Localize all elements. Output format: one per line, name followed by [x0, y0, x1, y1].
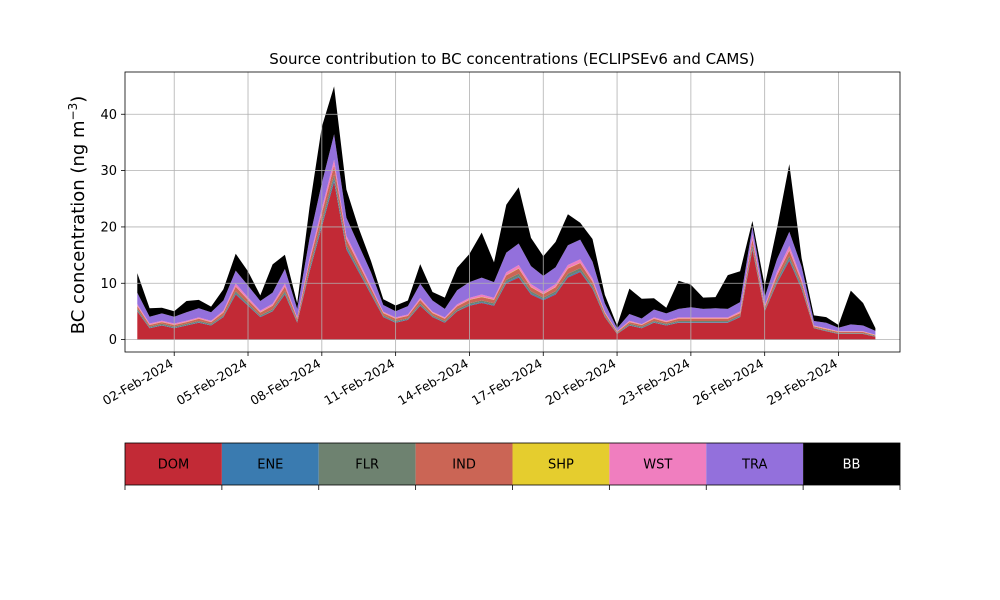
- y-axis-label-exponent: −3: [66, 103, 80, 121]
- legend-label-ene: ENE: [257, 458, 283, 473]
- y-tick-label: 20: [100, 220, 117, 235]
- y-tick-label: 30: [100, 164, 117, 179]
- legend-swatch-flr: [318, 443, 416, 485]
- legend-swatch-ind: [415, 443, 513, 485]
- x-tick-label: 08-Feb-2024: [248, 356, 324, 408]
- legend-label-tra: TRA: [741, 458, 767, 473]
- x-tick-label: 29-Feb-2024: [764, 356, 840, 408]
- x-tick-label: 17-Feb-2024: [469, 356, 545, 408]
- legend-label-bb: BB: [843, 458, 861, 473]
- legend-swatch-tra: [706, 443, 804, 485]
- legend-label-shp: SHP: [548, 458, 574, 473]
- legend: DOM ENE FLR IND SHP WST TRA BB: [124, 442, 901, 490]
- y-tick-label: 40: [100, 108, 117, 123]
- y-axis-label: BC concentration (ng m−3): [66, 96, 89, 335]
- plot-area: 02-Feb-202405-Feb-202408-Feb-202411-Feb-…: [100, 71, 901, 408]
- legend-swatch-bb: [803, 443, 900, 485]
- y-tick-label: 10: [100, 277, 117, 292]
- legend-label-wst: WST: [643, 458, 672, 473]
- legend-swatch-ene: [221, 443, 319, 485]
- legend-swatch-dom: [125, 443, 222, 485]
- x-tick-label: 23-Feb-2024: [617, 356, 693, 408]
- x-tick-label: 05-Feb-2024: [174, 356, 250, 408]
- x-tick-label: 26-Feb-2024: [690, 356, 766, 408]
- legend-label-ind: IND: [452, 458, 476, 473]
- x-tick-label: 11-Feb-2024: [321, 356, 397, 408]
- x-tick-label: 20-Feb-2024: [543, 356, 619, 408]
- y-tick-label: 0: [109, 333, 117, 348]
- y-axis-label-main: BC concentration (ng m: [68, 120, 89, 334]
- x-tick-label: 02-Feb-2024: [100, 356, 176, 408]
- legend-label-dom: DOM: [158, 458, 189, 473]
- plot-frame: [124, 71, 901, 353]
- x-tick-label: 14-Feb-2024: [395, 356, 471, 408]
- legend-label-flr: FLR: [355, 458, 379, 473]
- y-axis-label-close: ): [68, 96, 89, 103]
- legend-swatch-wst: [609, 443, 707, 485]
- legend-swatch-shp: [512, 443, 610, 485]
- chart-title: Source contribution to BC concentrations…: [269, 50, 754, 68]
